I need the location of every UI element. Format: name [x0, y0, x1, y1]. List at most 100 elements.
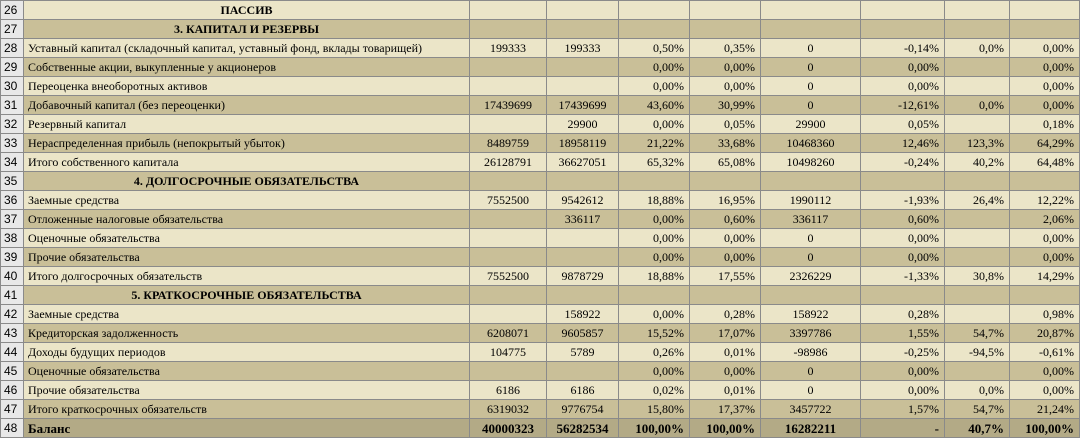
cell-col-2[interactable]: 9605857 — [546, 323, 619, 343]
row-number[interactable]: 48 — [0, 418, 24, 438]
cell-col-8[interactable]: -0,61% — [1009, 342, 1080, 362]
cell-col-5[interactable]: 1990112 — [760, 190, 861, 210]
cell-col-6[interactable]: 0,00% — [860, 76, 945, 96]
cell-col-3[interactable]: 21,22% — [618, 133, 690, 153]
row-number[interactable]: 30 — [0, 76, 24, 96]
cell-col-3[interactable]: 18,88% — [618, 266, 690, 286]
cell-col-5[interactable]: 0 — [760, 247, 861, 267]
cell-col-4[interactable]: 0,05% — [689, 114, 761, 134]
row-label[interactable]: Заемные средства — [23, 304, 470, 324]
cell-col-8[interactable]: 0,00% — [1009, 76, 1080, 96]
row-label[interactable]: Собственные акции, выкупленные у акционе… — [23, 57, 470, 77]
cell-col-6[interactable]: 0,00% — [860, 228, 945, 248]
cell-col-3[interactable]: 65,32% — [618, 152, 690, 172]
cell-col-4[interactable] — [689, 171, 761, 191]
cell-col-2[interactable]: 18958119 — [546, 133, 619, 153]
cell-col-1[interactable]: 6319032 — [469, 399, 547, 419]
row-number[interactable]: 40 — [0, 266, 24, 286]
cell-col-8[interactable] — [1009, 0, 1080, 20]
cell-col-5[interactable]: 3457722 — [760, 399, 861, 419]
cell-col-6[interactable]: -0,25% — [860, 342, 945, 362]
cell-col-7[interactable] — [944, 76, 1010, 96]
cell-col-6[interactable]: 0,05% — [860, 114, 945, 134]
cell-col-2[interactable]: 9878729 — [546, 266, 619, 286]
cell-col-5[interactable] — [760, 19, 861, 39]
cell-col-4[interactable]: 0,00% — [689, 247, 761, 267]
cell-col-4[interactable]: 0,00% — [689, 76, 761, 96]
section-heading[interactable]: 4. ДОЛГОСРОЧНЫЕ ОБЯЗАТЕЛЬСТВА — [23, 171, 470, 191]
row-number[interactable]: 44 — [0, 342, 24, 362]
row-number[interactable]: 38 — [0, 228, 24, 248]
cell-col-1[interactable] — [469, 19, 547, 39]
cell-col-4[interactable] — [689, 285, 761, 305]
cell-col-6[interactable]: -12,61% — [860, 95, 945, 115]
cell-col-5[interactable] — [760, 171, 861, 191]
cell-col-2[interactable]: 9542612 — [546, 190, 619, 210]
cell-col-7[interactable] — [944, 228, 1010, 248]
cell-col-4[interactable]: 17,55% — [689, 266, 761, 286]
cell-col-1[interactable] — [469, 228, 547, 248]
row-number[interactable]: 26 — [0, 0, 24, 20]
cell-col-5[interactable]: 10468360 — [760, 133, 861, 153]
cell-col-4[interactable]: 0,28% — [689, 304, 761, 324]
cell-col-3[interactable] — [618, 19, 690, 39]
cell-col-7[interactable] — [944, 285, 1010, 305]
cell-col-4[interactable]: 65,08% — [689, 152, 761, 172]
row-number[interactable]: 39 — [0, 247, 24, 267]
cell-col-8[interactable]: 12,22% — [1009, 190, 1080, 210]
cell-col-6[interactable]: - — [860, 418, 945, 438]
cell-col-6[interactable]: -0,24% — [860, 152, 945, 172]
cell-col-3[interactable]: 0,00% — [618, 304, 690, 324]
cell-col-8[interactable]: 0,00% — [1009, 57, 1080, 77]
cell-col-5[interactable]: 3397786 — [760, 323, 861, 343]
cell-col-7[interactable]: 30,8% — [944, 266, 1010, 286]
cell-col-1[interactable]: 8489759 — [469, 133, 547, 153]
cell-col-1[interactable]: 6208071 — [469, 323, 547, 343]
row-label[interactable]: Добавочный капитал (без переоценки) — [23, 95, 470, 115]
cell-col-5[interactable]: 0 — [760, 361, 861, 381]
cell-col-6[interactable]: 0,00% — [860, 247, 945, 267]
cell-col-3[interactable]: 0,00% — [618, 209, 690, 229]
cell-col-6[interactable]: 1,55% — [860, 323, 945, 343]
cell-col-4[interactable]: 0,00% — [689, 228, 761, 248]
cell-col-8[interactable]: 0,00% — [1009, 361, 1080, 381]
cell-col-1[interactable] — [469, 0, 547, 20]
row-label[interactable]: Итого краткосрочных обязательств — [23, 399, 470, 419]
cell-col-3[interactable]: 15,52% — [618, 323, 690, 343]
cell-col-1[interactable]: 7552500 — [469, 190, 547, 210]
cell-col-6[interactable]: 1,57% — [860, 399, 945, 419]
cell-col-4[interactable]: 0,01% — [689, 380, 761, 400]
row-number[interactable]: 29 — [0, 57, 24, 77]
row-number[interactable]: 31 — [0, 95, 24, 115]
cell-col-8[interactable]: 0,98% — [1009, 304, 1080, 324]
cell-col-5[interactable]: 16282211 — [760, 418, 861, 438]
cell-col-3[interactable] — [618, 285, 690, 305]
cell-col-4[interactable]: 100,00% — [689, 418, 761, 438]
cell-col-6[interactable] — [860, 19, 945, 39]
cell-col-7[interactable] — [944, 171, 1010, 191]
cell-col-8[interactable]: 0,00% — [1009, 38, 1080, 58]
cell-col-2[interactable] — [546, 19, 619, 39]
cell-col-8[interactable]: 21,24% — [1009, 399, 1080, 419]
row-number[interactable]: 36 — [0, 190, 24, 210]
cell-col-5[interactable]: 158922 — [760, 304, 861, 324]
cell-col-3[interactable]: 100,00% — [618, 418, 690, 438]
row-label[interactable]: Доходы будущих периодов — [23, 342, 470, 362]
cell-col-1[interactable]: 104775 — [469, 342, 547, 362]
cell-col-7[interactable]: 26,4% — [944, 190, 1010, 210]
cell-col-5[interactable]: 10498260 — [760, 152, 861, 172]
cell-col-1[interactable]: 17439699 — [469, 95, 547, 115]
cell-col-8[interactable]: 0,18% — [1009, 114, 1080, 134]
cell-col-8[interactable]: 0,00% — [1009, 247, 1080, 267]
cell-col-5[interactable] — [760, 285, 861, 305]
row-number[interactable]: 43 — [0, 323, 24, 343]
row-label[interactable]: Оценочные обязательства — [23, 361, 470, 381]
cell-col-7[interactable] — [944, 19, 1010, 39]
row-label[interactable]: Уставный капитал (складочный капитал, ус… — [23, 38, 470, 58]
cell-col-7[interactable]: 40,2% — [944, 152, 1010, 172]
cell-col-1[interactable] — [469, 76, 547, 96]
cell-col-8[interactable]: 0,00% — [1009, 228, 1080, 248]
cell-col-8[interactable]: 20,87% — [1009, 323, 1080, 343]
cell-col-2[interactable] — [546, 361, 619, 381]
cell-col-7[interactable]: 0,0% — [944, 95, 1010, 115]
